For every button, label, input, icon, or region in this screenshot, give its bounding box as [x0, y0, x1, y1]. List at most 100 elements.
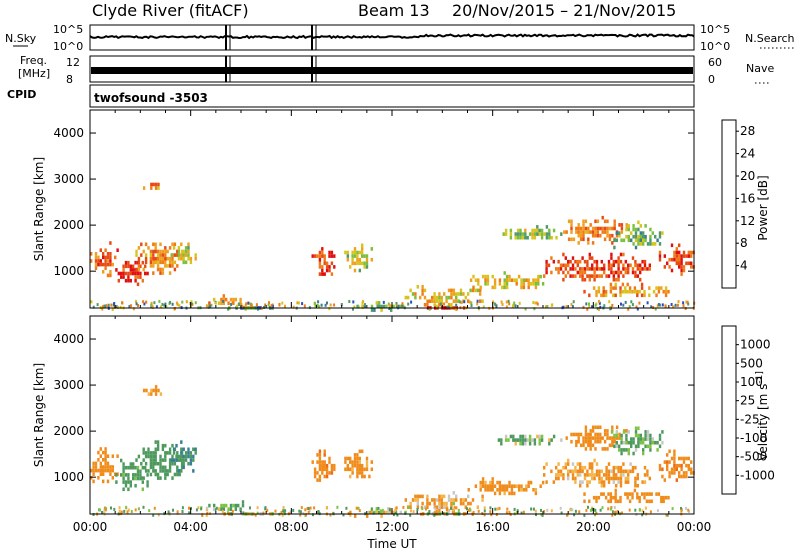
- data-cell: [156, 249, 160, 254]
- data-cell: [654, 234, 657, 239]
- data-cell: [673, 257, 676, 262]
- data-cell: [559, 506, 562, 510]
- data-cell: [317, 300, 320, 304]
- data-cell: [579, 443, 583, 448]
- data-cell: [640, 492, 644, 496]
- data-cell: [548, 438, 551, 442]
- data-cell: [626, 282, 629, 287]
- data-cell: [363, 261, 366, 266]
- data-cell: [541, 513, 544, 517]
- data-cell: [603, 219, 607, 224]
- data-cell: [597, 289, 601, 294]
- data-cell: [182, 256, 185, 261]
- data-cell: [627, 224, 630, 228]
- data-cell: [627, 473, 630, 477]
- data-cell: [102, 465, 105, 469]
- data-cell: [627, 267, 630, 271]
- data-cell: [209, 304, 212, 308]
- data-cell: [615, 444, 618, 449]
- data-cell: [380, 308, 383, 312]
- data-cell: [318, 250, 322, 255]
- data-cell: [555, 235, 558, 240]
- data-cell: [373, 308, 376, 312]
- data-cell: [144, 264, 147, 269]
- data-cell: [164, 469, 167, 473]
- data-cell: [644, 444, 647, 449]
- data-cell: [154, 246, 157, 250]
- data-cell: [102, 305, 105, 309]
- data-cell: [92, 468, 95, 473]
- data-cell: [263, 305, 266, 309]
- data-cell: [516, 511, 519, 514]
- data-cell: [346, 257, 349, 262]
- data-cell: [208, 301, 211, 305]
- data-cell: [631, 469, 635, 474]
- data-cell: [609, 289, 613, 294]
- data-cell: [311, 254, 314, 258]
- data-cell: [356, 250, 359, 255]
- data-cell: [637, 444, 640, 449]
- data-cell: [401, 303, 404, 307]
- data-cell: [603, 429, 607, 433]
- data-cell: [581, 480, 584, 484]
- data-cell: [245, 302, 248, 306]
- data-cell: [631, 492, 634, 496]
- data-cell: [440, 501, 443, 506]
- data-cell: [222, 507, 225, 511]
- data-cell: [562, 270, 565, 275]
- data-cell: [622, 263, 625, 268]
- data-cell: [601, 215, 604, 220]
- data-cell: [631, 256, 635, 260]
- data-cell: [611, 226, 614, 231]
- data-cell: [177, 246, 181, 250]
- data-cell: [378, 510, 381, 515]
- data-cell: [540, 438, 544, 442]
- data-cell: [508, 510, 511, 514]
- data-cell: [180, 256, 183, 261]
- y-tick-label: 3000: [53, 172, 84, 186]
- data-cell: [625, 448, 628, 452]
- data-cell: [333, 265, 336, 269]
- data-cell: [638, 289, 641, 294]
- data-cell: [184, 246, 188, 250]
- data-cell: [102, 479, 105, 484]
- data-cell: [147, 454, 150, 459]
- data-cell: [161, 249, 165, 254]
- data-cell: [188, 511, 191, 515]
- data-cell: [321, 265, 324, 269]
- data-cell: [217, 301, 221, 305]
- data-cell: [351, 463, 354, 468]
- data-cell: [171, 256, 174, 261]
- data-cell: [581, 469, 584, 474]
- data-cell: [673, 453, 676, 457]
- data-cell: [141, 260, 144, 265]
- data-cell: [632, 227, 635, 232]
- data-cell: [624, 480, 627, 484]
- data-cell: [470, 301, 473, 305]
- data-cell: [607, 492, 610, 496]
- data-cell: [407, 302, 410, 306]
- data-cell: [579, 473, 582, 477]
- data-cell: [132, 271, 135, 276]
- data-cell: [646, 469, 649, 474]
- data-cell: [639, 437, 642, 441]
- data-cell: [685, 463, 688, 468]
- data-cell: [142, 458, 145, 462]
- data-cell: [515, 484, 518, 488]
- data-cell: [372, 511, 375, 515]
- data-cell: [531, 228, 534, 233]
- data-cell: [610, 267, 613, 271]
- data-cell: [316, 304, 319, 307]
- data-cell: [643, 259, 647, 264]
- data-cell: [534, 301, 537, 305]
- data-cell: [570, 439, 573, 444]
- data-cell: [627, 227, 630, 232]
- data-cell: [674, 303, 677, 307]
- data-cell: [467, 494, 470, 499]
- data-cell: [94, 465, 98, 469]
- data-cell: [325, 268, 329, 273]
- data-cell: [614, 499, 617, 504]
- data-cell: [349, 510, 352, 515]
- data-cell: [122, 487, 125, 492]
- data-cell: [136, 275, 140, 279]
